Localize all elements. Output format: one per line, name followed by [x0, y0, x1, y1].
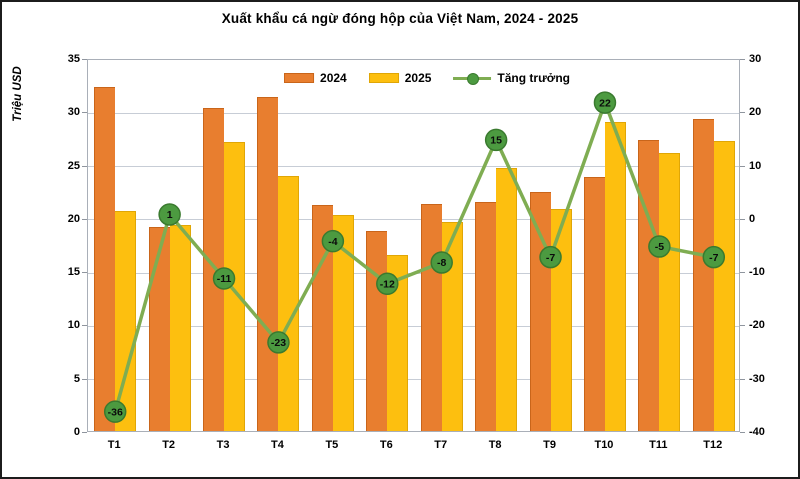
x-label-T9: T9	[543, 439, 556, 451]
bar-2024-T6	[366, 230, 388, 431]
legend-swatch-2025-icon	[368, 73, 399, 83]
y-tickmark-right--30	[740, 378, 745, 380]
y-tickmark-left-5	[82, 378, 87, 380]
y-tick-left-25: 25	[67, 159, 80, 172]
y-tickmark-left-25	[82, 165, 87, 167]
bar-2024-T4	[257, 97, 279, 431]
x-label-T1: T1	[107, 439, 121, 451]
y-tickmark-right-30	[740, 59, 745, 60]
y-tickmark-right--20	[740, 325, 745, 327]
y-tick-right--30: -30	[749, 372, 765, 385]
growth-marker-T10	[593, 91, 617, 114]
bar-2024-T9	[529, 192, 551, 431]
bar-2024-T7	[420, 204, 442, 431]
y-tick-right-0: 0	[749, 212, 756, 225]
legend-item-2025: 2025	[368, 71, 432, 85]
x-label-T5: T5	[325, 439, 339, 451]
bar-2025-T12	[713, 141, 735, 431]
y-tickmark-left-10	[82, 325, 87, 327]
bar-2025-T11	[659, 152, 681, 431]
left-axis-title: Triệu USD	[12, 66, 24, 122]
bar-2024-T10	[583, 177, 605, 431]
bar-2025-T9	[550, 209, 572, 431]
y-tickmark-left-20	[82, 218, 87, 220]
x-label-T2: T2	[162, 439, 176, 451]
legend-swatch-2024-icon	[284, 73, 315, 83]
bar-2024-T1	[94, 86, 116, 431]
x-label-T11: T11	[649, 439, 668, 451]
y-tickmark-right--10	[740, 272, 745, 274]
legend-label-2024: 2024	[320, 71, 347, 85]
bar-2025-T4	[278, 176, 300, 431]
y-tick-left-10: 10	[67, 319, 80, 332]
y-tick-left-30: 30	[67, 106, 80, 119]
chart-title: Xuất khẩu cá ngừ đóng hộp của Việt Nam, …	[221, 11, 579, 26]
bar-2025-T2	[169, 225, 191, 431]
legend-growth-line-icon	[453, 72, 492, 85]
bar-2025-T7	[441, 222, 463, 431]
x-label-T7: T7	[434, 439, 448, 451]
y-tick-left-5: 5	[73, 372, 80, 385]
y-tick-right--40: -40	[749, 426, 765, 438]
bar-2025-T5	[332, 214, 354, 431]
bar-2024-T11	[638, 140, 660, 431]
bar-2025-T3	[224, 142, 246, 431]
bar-2024-T12	[692, 118, 714, 431]
bar-2024-T2	[148, 227, 170, 431]
growth-marker-T8	[484, 128, 508, 152]
x-label-T8: T8	[488, 439, 502, 451]
y-tick-left-35: 35	[67, 53, 80, 65]
bar-2024-T5	[311, 205, 333, 431]
plot-area: -36 1 -11 -23 -4 -12 -8 15 -7 22 -5 -7	[87, 59, 740, 432]
x-label-T3: T3	[216, 439, 230, 451]
y-tickmark-left-15	[82, 272, 87, 274]
y-tickmark-right-0	[740, 218, 745, 220]
legend-label-2025: 2025	[404, 71, 432, 85]
x-label-T10: T10	[594, 439, 614, 451]
y-tickmark-left-30	[82, 112, 87, 114]
bar-2024-T3	[203, 108, 225, 431]
y-tick-left-0: 0	[73, 426, 80, 438]
y-tick-right--10: -10	[749, 266, 765, 279]
legend-item-growth: Tăng trưởng	[453, 71, 570, 85]
legend-item-2024: 2024	[284, 71, 347, 85]
y-tickmark-right--40	[740, 432, 745, 433]
y-tick-right-10: 10	[749, 159, 762, 172]
bar-2025-T6	[387, 255, 409, 431]
y-tickmark-left-0	[82, 432, 87, 433]
x-label-T6: T6	[379, 439, 393, 451]
y-tick-right-20: 20	[749, 106, 762, 119]
y-tickmark-left-35	[82, 59, 87, 60]
legend-label-growth: Tăng trưởng	[497, 71, 570, 85]
growth-marker-T2	[158, 203, 181, 226]
growth-label-T8: 15	[490, 135, 502, 147]
y-tick-right--20: -20	[749, 319, 765, 332]
bar-2025-T10	[604, 121, 626, 431]
gridline-30	[88, 112, 739, 114]
y-tick-right-30: 30	[749, 53, 762, 65]
legend: 2024 2025 Tăng trưởng	[284, 71, 570, 85]
bar-2025-T1	[115, 211, 137, 431]
y-tickmark-right-20	[740, 112, 745, 114]
x-label-T12: T12	[703, 439, 723, 451]
bar-2024-T8	[475, 201, 497, 431]
y-tick-left-15: 15	[67, 266, 80, 279]
x-label-T4: T4	[271, 439, 284, 451]
y-tickmark-right-10	[740, 165, 745, 167]
growth-label-T10: 22	[599, 97, 611, 109]
bar-2025-T8	[496, 167, 518, 431]
y-tick-left-20: 20	[67, 212, 80, 225]
